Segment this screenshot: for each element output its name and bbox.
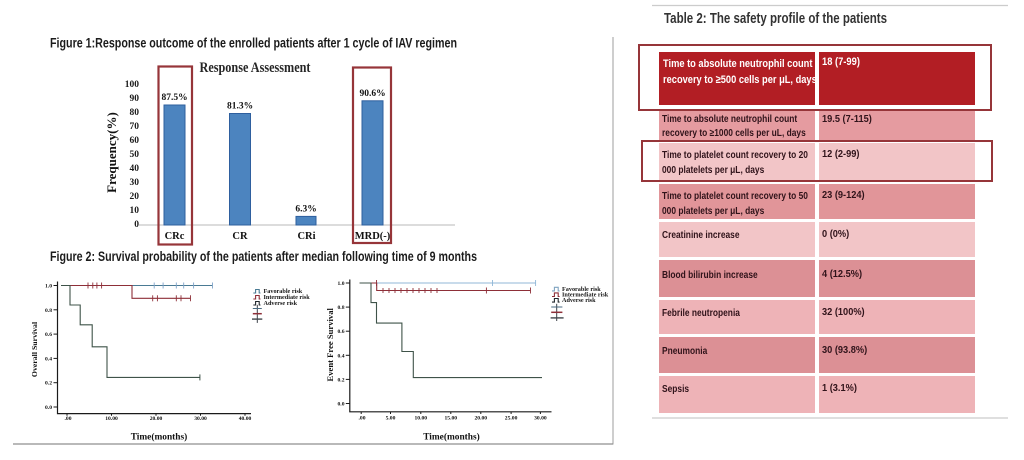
svg-text:Figure 2: Survival probability: Figure 2: Survival probability of the pa…	[50, 249, 477, 264]
svg-text:100: 100	[125, 80, 140, 90]
svg-text:MRD(-): MRD(-)	[355, 231, 391, 242]
svg-text:10.00: 10.00	[415, 416, 428, 422]
svg-text:0.6: 0.6	[338, 329, 345, 335]
svg-text:Frequency(%): Frequency(%)	[104, 112, 119, 193]
svg-text:Table 2: The safety profile of: Table 2: The safety profile of the patie…	[664, 11, 887, 27]
svg-text:Response Assessment: Response Assessment	[200, 60, 311, 76]
svg-text:5.00: 5.00	[386, 416, 396, 422]
svg-text:90.6%: 90.6%	[359, 89, 385, 99]
svg-text:Favorable risk: Favorable risk	[264, 288, 303, 295]
svg-text:40: 40	[130, 164, 140, 174]
svg-text:0.2: 0.2	[45, 381, 52, 387]
svg-text:6.3%: 6.3%	[295, 205, 316, 215]
svg-text:0.4: 0.4	[338, 353, 345, 359]
svg-text:81.3%: 81.3%	[227, 102, 253, 112]
svg-text:50: 50	[130, 150, 140, 160]
svg-text:40.00: 40.00	[239, 416, 252, 422]
svg-text:0: 0	[134, 220, 139, 230]
svg-text:70: 70	[130, 122, 140, 132]
svg-text:87.5%: 87.5%	[161, 93, 187, 103]
svg-text:20.00: 20.00	[475, 416, 488, 422]
svg-text:0.4: 0.4	[45, 356, 52, 362]
svg-text:Figure 1:Response outcome of t: Figure 1:Response outcome of the enrolle…	[50, 36, 457, 51]
svg-text:25.00: 25.00	[505, 416, 518, 422]
svg-text:60: 60	[130, 136, 140, 146]
svg-text:30.00: 30.00	[534, 416, 547, 422]
svg-text:10: 10	[130, 206, 140, 216]
svg-text:Adverse risk: Adverse risk	[264, 300, 298, 307]
svg-text:0.0: 0.0	[45, 405, 52, 411]
svg-text:1.0: 1.0	[338, 281, 345, 287]
svg-text:20.00: 20.00	[150, 416, 163, 422]
svg-text:0.6: 0.6	[45, 332, 52, 338]
svg-text:Favorable risk: Favorable risk	[562, 286, 601, 293]
svg-text:Time(months): Time(months)	[131, 432, 188, 443]
svg-text:80: 80	[130, 108, 140, 118]
svg-text:0.0: 0.0	[338, 402, 345, 408]
svg-text:30: 30	[130, 178, 140, 188]
svg-text:20: 20	[130, 192, 140, 202]
svg-text:90: 90	[130, 94, 140, 104]
svg-text:Time(months): Time(months)	[423, 432, 480, 443]
svg-text:Intermediate risk: Intermediate risk	[264, 294, 311, 301]
svg-text:Intermediate risk: Intermediate risk	[562, 291, 609, 298]
svg-text:0.2: 0.2	[338, 377, 345, 383]
svg-text:.00: .00	[65, 416, 72, 422]
svg-text:Adverse risk: Adverse risk	[562, 297, 596, 304]
svg-text:0.8: 0.8	[45, 308, 52, 314]
svg-text:Event Free Survival: Event Free Survival	[325, 308, 335, 382]
svg-text:1.0: 1.0	[45, 283, 52, 289]
svg-text:30.00: 30.00	[194, 416, 207, 422]
svg-text:.00: .00	[359, 416, 366, 422]
svg-text:0.8: 0.8	[338, 305, 345, 311]
svg-text:CRi: CRi	[297, 231, 315, 242]
svg-text:15.00: 15.00	[445, 416, 458, 422]
svg-text:CRc: CRc	[165, 231, 185, 242]
svg-text:Overall Survival: Overall Survival	[30, 321, 39, 377]
svg-text:10.00: 10.00	[105, 416, 118, 422]
svg-text:CR: CR	[232, 231, 248, 242]
